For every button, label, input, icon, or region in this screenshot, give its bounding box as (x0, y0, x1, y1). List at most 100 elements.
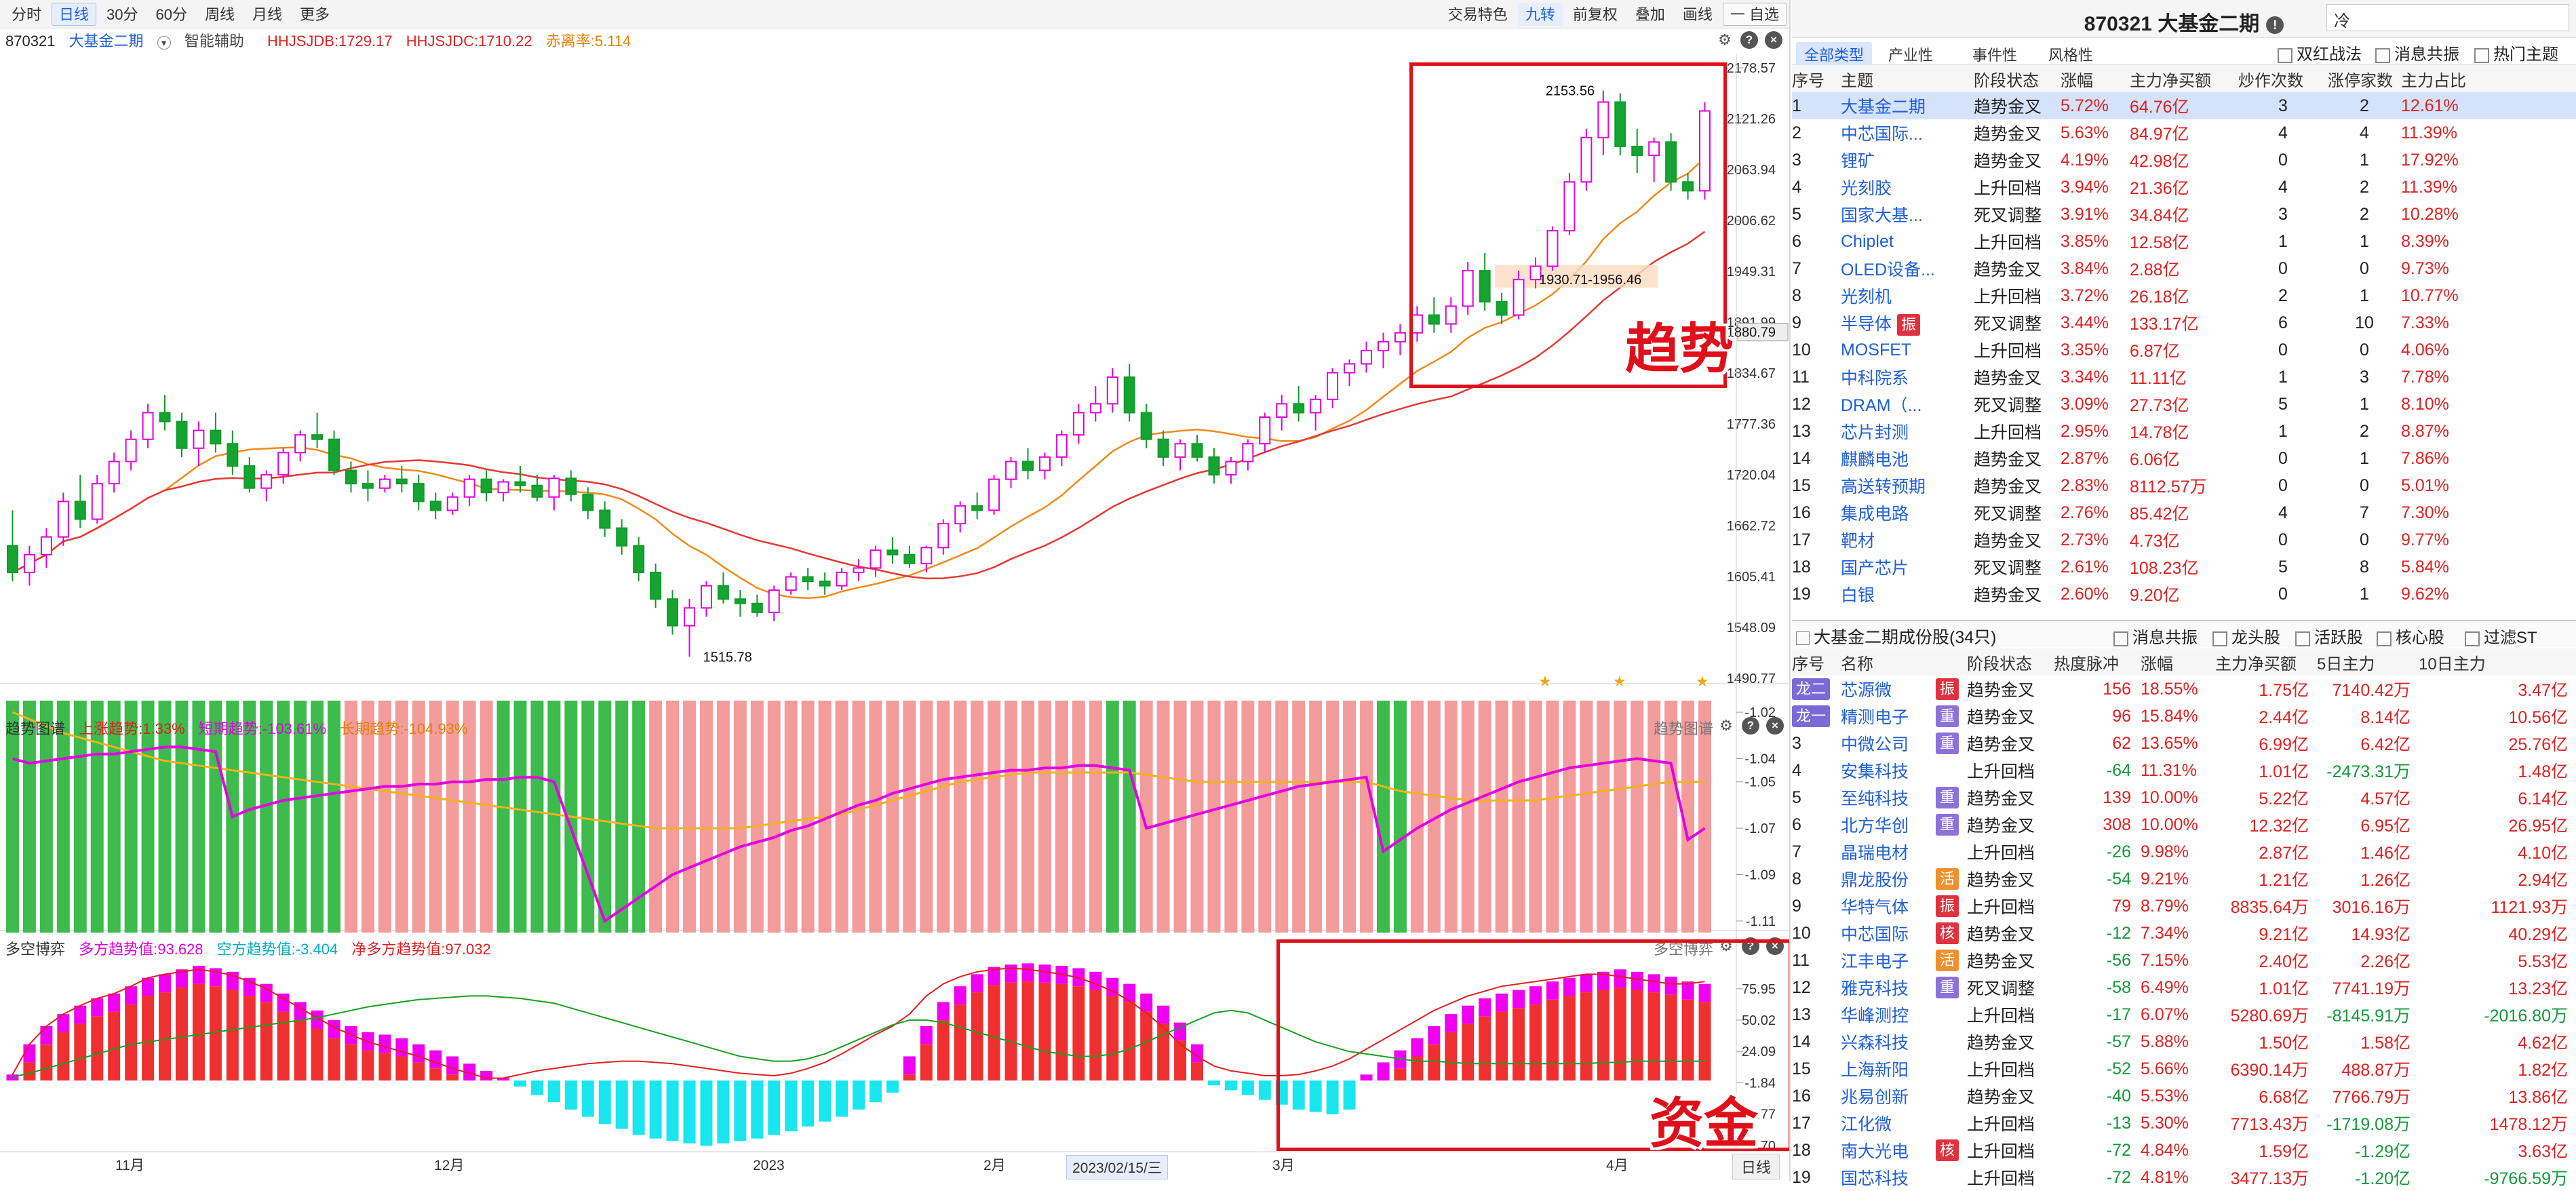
theme-name-link[interactable]: 国家大基... (1841, 206, 1923, 225)
stock-name-link[interactable]: 上海新阳 (1841, 1061, 1909, 1080)
index-name[interactable]: 大基金二期 (69, 33, 144, 50)
theme-name-link[interactable]: 国产芯片 (1841, 559, 1909, 578)
stock-col-header[interactable]: 主力净买额 (2215, 648, 2317, 676)
period-button-6[interactable]: 更多 (292, 3, 338, 26)
stock-name-link[interactable]: 至纯科技 (1841, 789, 1909, 808)
stock-name-link[interactable]: 国芯科技 (1841, 1169, 1909, 1188)
stock-col-header[interactable]: 10日主力 (2419, 648, 2576, 676)
stock-row[interactable]: 6 北方华创 重趋势金叉 308 10.00% 12.32亿 6.95亿 26.95亿 (1792, 811, 2576, 838)
stock-col-header[interactable]: 热度脉冲 (2054, 648, 2141, 676)
theme-row[interactable]: 2 中芯国际... 趋势金叉 5.63% 84.97亿 4 4 11.39% (1792, 119, 2576, 147)
stock-row[interactable]: 7 晶瑞电材 上升回档 -26 9.98% 2.87亿 1.46亿 4.10亿 (1792, 838, 2576, 865)
theme-row[interactable]: 6 Chiplet 上升回档 3.85% 12.58亿 1 1 8.39% (1792, 228, 2576, 255)
theme-name-link[interactable]: 光刻机 (1841, 288, 1892, 307)
stock-name-link[interactable]: 精测电子 (1841, 708, 1909, 727)
close-icon[interactable]: × (1765, 31, 1782, 49)
stock-name-link[interactable]: 鼎龙股份 (1841, 871, 1909, 890)
gear-icon[interactable]: ⚙ (1719, 717, 1733, 734)
theme-row[interactable]: 18 国产芯片 死叉调整 2.61% 108.23亿 5 8 5.84% (1792, 553, 2576, 581)
theme-name-link[interactable]: 高送转预期 (1841, 477, 1926, 496)
stock-row[interactable]: 9 华特气体 振上升回档 79 8.79% 8835.64万 3016.16万 1121.93… (1792, 893, 2576, 920)
stock-row[interactable]: 龙二 芯源微 振趋势金叉 156 18.55% 1.75亿 7140.42万 3.47亿 (1792, 676, 2576, 703)
tool-button-4[interactable]: 画线 (1675, 3, 1720, 26)
theme-col-header[interactable]: 序号 (1792, 65, 1841, 92)
stock-row[interactable]: 11 江丰电子 活趋势金叉 -56 7.15% 2.40亿 2.26亿 5.53亿 (1792, 947, 2576, 974)
close-icon[interactable]: × (1766, 717, 1784, 735)
theme-col-header[interactable]: 阶段状态 (1974, 65, 2061, 92)
tool-button-1[interactable]: 九转 (1517, 3, 1563, 26)
check-leader[interactable]: 龙头股 (2212, 624, 2280, 648)
theme-row[interactable]: 1 大基金二期 趋势金叉 5.72% 64.76亿 3 2 12.61% (1792, 92, 2576, 119)
stock-row[interactable]: 15 上海新阳 上升回档 -52 5.66% 6390.14万 488.87万 1.82亿 (1792, 1055, 2576, 1082)
help-icon[interactable]: ? (1742, 717, 1759, 735)
stock-row[interactable]: 龙一 精测电子 重趋势金叉 96 15.84% 2.44亿 8.14亿 10.56亿 (1792, 703, 2576, 730)
check-double-red[interactable]: 双红战法 (2278, 41, 2362, 64)
stock-row[interactable]: 4 安集科技 上升回档 -64 11.31% 1.01亿 -2473.31万 1.48亿 (1792, 757, 2576, 784)
stock-name-link[interactable]: 雅克科技 (1841, 979, 1909, 998)
theme-name-link[interactable]: 麒麟电池 (1841, 450, 1909, 469)
theme-row[interactable]: 15 高送转预期 趋势金叉 2.83% 8112.57万 0 0 5.01% (1792, 472, 2576, 499)
stock-row[interactable]: 16 兆易创新 趋势金叉 -40 5.53% 6.68亿 7766.79万 13.86亿 (1792, 1082, 2576, 1110)
theme-row[interactable]: 4 光刻胶 上升回档 3.94% 21.36亿 4 2 11.39% (1792, 174, 2576, 201)
stock-row[interactable]: 3 中微公司 重趋势金叉 62 13.65% 6.99亿 6.42亿 25.76亿 (1792, 730, 2576, 757)
stock-name-link[interactable]: 芯源微 (1841, 681, 1892, 700)
theme-row[interactable]: 9 半导体振死叉调整 3.44% 133.17亿 6 10 7.33% (1792, 309, 2576, 336)
tab-all-types[interactable]: 全部类型 (1796, 42, 1873, 66)
stock-name-link[interactable]: 华特气体 (1841, 898, 1909, 917)
tab-style[interactable]: 风格性 (2048, 47, 2094, 64)
stock-name-link[interactable]: 江丰电子 (1841, 952, 1909, 971)
stock-row[interactable]: 19 国芯科技 上升回档 -72 4.81% 3477.13万 -1.20亿 -9766.59… (1792, 1164, 2576, 1191)
stock-name-link[interactable]: 北方华创 (1841, 817, 1909, 836)
theme-name-link[interactable]: 大基金二期 (1841, 98, 1926, 117)
stock-name-link[interactable]: 兴森科技 (1841, 1034, 1909, 1053)
theme-search-input[interactable]: 冷 (2326, 4, 2569, 31)
tool-button-3[interactable]: 叠加 (1627, 3, 1673, 26)
stock-name-link[interactable]: 华峰测控 (1841, 1007, 1909, 1026)
theme-row[interactable]: 11 中科院系 趋势金叉 3.34% 11.11亿 1 3 7.78% (1792, 364, 2576, 391)
check-active[interactable]: 活跃股 (2295, 624, 2363, 648)
stock-row[interactable]: 13 华峰测控 上升回档 -17 6.07% 5280.69万 -8145.91万 -2016… (1792, 1001, 2576, 1028)
stock-name-link[interactable]: 江化微 (1841, 1115, 1892, 1134)
stock-col-header[interactable]: 序号 (1792, 648, 1841, 676)
check-news-resonance[interactable]: 消息共振 (2375, 41, 2459, 64)
theme-name-link[interactable]: MOSFET (1841, 340, 1912, 359)
info-icon[interactable]: ! (2266, 16, 2284, 35)
stock-row[interactable]: 17 江化微 上升回档 -13 5.30% 7713.43万 -1719.08万 1478.1… (1792, 1110, 2576, 1137)
gear-icon[interactable]: ⚙ (1718, 31, 1732, 48)
stock-col-header[interactable]: 阶段状态 (1967, 648, 2054, 676)
theme-name-link[interactable]: 半导体 (1841, 314, 1892, 334)
theme-col-header[interactable]: 炒作次数 (2238, 65, 2328, 92)
theme-name-link[interactable]: 集成电路 (1841, 505, 1909, 524)
tool-button-5[interactable]: 一 自选 (1722, 3, 1787, 26)
theme-col-header[interactable]: 涨幅 (2061, 65, 2130, 92)
stock-row[interactable]: 10 中芯国际 核趋势金叉 -12 7.34% 9.21亿 14.93亿 40.29亿 (1792, 920, 2576, 947)
stock-row[interactable]: 14 兴森科技 趋势金叉 -57 5.88% 1.50亿 1.58亿 4.62亿 (1792, 1028, 2576, 1055)
check-stock-news[interactable]: 消息共振 (2113, 624, 2198, 648)
theme-row[interactable]: 14 麒麟电池 趋势金叉 2.87% 6.06亿 0 1 7.86% (1792, 445, 2576, 472)
stock-col-header[interactable] (1936, 648, 1967, 676)
stock-col-header[interactable]: 名称 (1841, 648, 1936, 676)
theme-name-link[interactable]: 光刻胶 (1841, 179, 1892, 198)
stock-name-link[interactable]: 晶瑞电材 (1841, 844, 1909, 863)
theme-row[interactable]: 5 国家大基... 死叉调整 3.91% 34.84亿 3 2 10.28% (1792, 201, 2576, 228)
theme-name-link[interactable]: OLED设备... (1841, 260, 1935, 279)
theme-col-header[interactable]: 主力净买额 (2130, 65, 2238, 92)
theme-row[interactable]: 3 锂矿 趋势金叉 4.19% 42.98亿 0 1 17.92% (1792, 147, 2576, 174)
period-button-4[interactable]: 周线 (197, 3, 243, 26)
theme-name-link[interactable]: Chiplet (1841, 231, 1894, 251)
theme-row[interactable]: 12 DRAM（... 死叉调整 3.09% 27.73亿 5 1 8.10% (1792, 391, 2576, 418)
theme-row[interactable]: 7 OLED设备... 趋势金叉 3.84% 2.88亿 0 0 9.73% (1792, 255, 2576, 282)
theme-name-link[interactable]: 芯片封测 (1841, 423, 1909, 442)
theme-name-link[interactable]: 锂矿 (1841, 152, 1875, 171)
tool-button-0[interactable]: 交易特色 (1440, 3, 1515, 26)
theme-row[interactable]: 13 芯片封测 上升回档 2.95% 14.78亿 1 2 8.87% (1792, 418, 2576, 445)
theme-row[interactable]: 17 靶材 趋势金叉 2.73% 4.73亿 0 0 9.77% (1792, 526, 2576, 553)
period-button-0[interactable]: 分时 (4, 3, 50, 26)
tab-industry[interactable]: 产业性 (1888, 47, 1934, 64)
theme-name-link[interactable]: 白银 (1841, 586, 1875, 605)
period-button-5[interactable]: 月线 (245, 3, 290, 26)
theme-col-header[interactable]: 涨停家数 (2328, 65, 2401, 92)
theme-name-link[interactable]: DRAM（... (1841, 396, 1922, 415)
stock-name-link[interactable]: 安集科技 (1841, 762, 1909, 781)
stock-row[interactable]: 18 南大光电 核上升回档 -72 4.84% 1.59亿 -1.29亿 3.63亿 (1792, 1137, 2576, 1164)
